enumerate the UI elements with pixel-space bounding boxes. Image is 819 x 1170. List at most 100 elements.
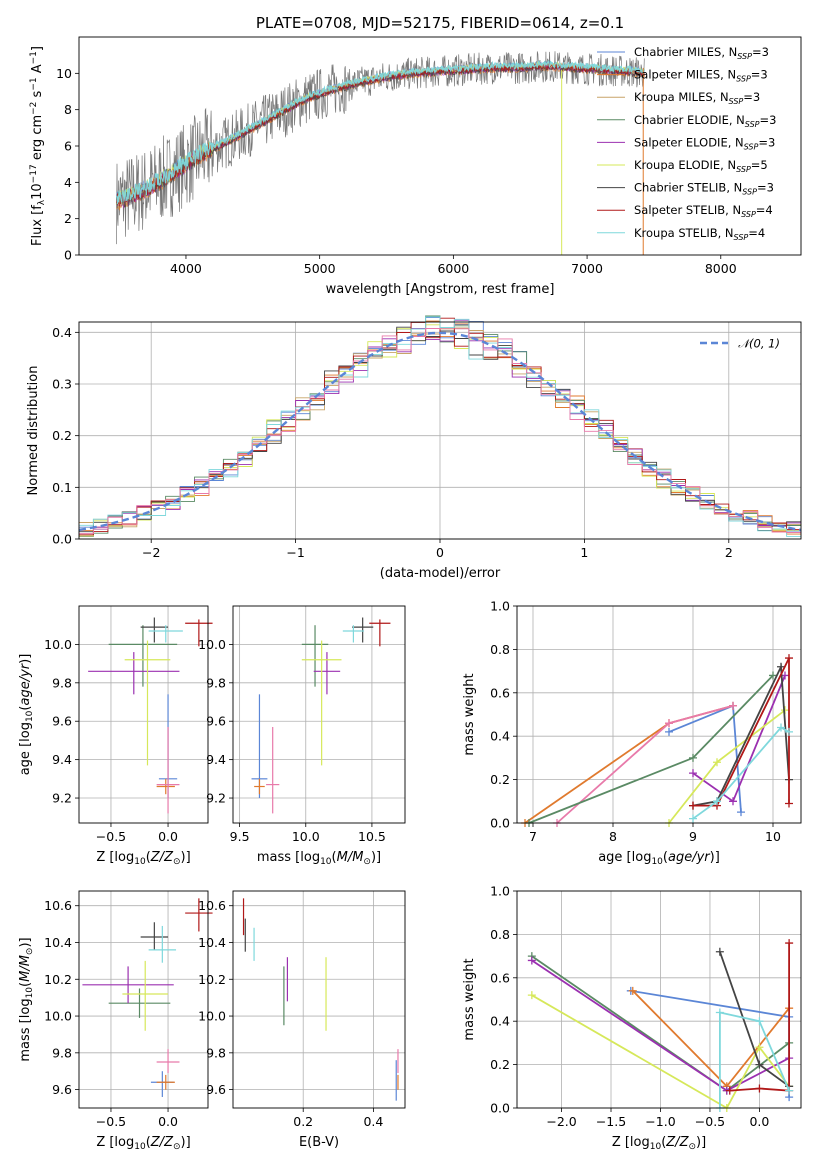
y-tick-label: 8 bbox=[64, 102, 72, 117]
x-tick-label: 10.0 bbox=[292, 829, 320, 844]
y-tick-label: 0.0 bbox=[490, 1101, 510, 1116]
x-tick-label: 10.5 bbox=[358, 829, 386, 844]
x-tick-label: −0.5 bbox=[96, 829, 126, 844]
y-tick-label: 0.2 bbox=[490, 1057, 510, 1072]
x-tick-label: 5000 bbox=[304, 261, 336, 276]
x-tick-label: −2 bbox=[142, 545, 160, 560]
x-tick-label: −1.0 bbox=[645, 1114, 675, 1129]
y-tick-label: 9.8 bbox=[52, 675, 72, 690]
x-tick-label: 7000 bbox=[571, 261, 603, 276]
mass-weight-marker bbox=[665, 719, 673, 728]
mass-weight-marker bbox=[729, 797, 737, 806]
x-tick-label: −0.5 bbox=[695, 1114, 725, 1129]
x-tick-label: −1 bbox=[286, 545, 304, 560]
x-tick-label: 0.0 bbox=[158, 1114, 178, 1129]
y-tick-label: 9.2 bbox=[52, 791, 72, 806]
x-tick-label: 1 bbox=[580, 545, 588, 560]
x-tick-label: 4000 bbox=[170, 261, 202, 276]
x-tick-label: 0.0 bbox=[749, 1114, 769, 1129]
y-tick-label: 10.0 bbox=[198, 1009, 226, 1024]
legend-entry-label: 𝒩(0, 1) bbox=[738, 337, 780, 351]
residual-histogram bbox=[79, 328, 801, 535]
mass-weight-line bbox=[692, 663, 790, 807]
y-tick-label: 10.2 bbox=[198, 972, 226, 987]
y-tick-label: 0.0 bbox=[52, 532, 72, 547]
mass-weight-marker bbox=[527, 956, 536, 965]
mass-weight-marker bbox=[689, 753, 697, 762]
y-tick-label: 0 bbox=[64, 248, 72, 263]
y-tick-label: 9.8 bbox=[206, 1045, 226, 1060]
mass-weight-marker bbox=[785, 1086, 794, 1095]
x-axis-label: (data-model)/error bbox=[380, 566, 501, 581]
y-tick-label: 9.8 bbox=[52, 1045, 72, 1060]
y-axis-label: Flux [fλ10−17 erg cm−2 s−1 A−1] bbox=[29, 46, 47, 246]
y-tick-label: 10.4 bbox=[198, 935, 226, 950]
y-tick-label: 9.8 bbox=[206, 675, 226, 690]
x-tick-label: 0.0 bbox=[158, 829, 178, 844]
y-tick-label: 6 bbox=[64, 139, 72, 154]
axes-frame bbox=[78, 890, 209, 1109]
x-axis-label: Z [log10(Z/Z⊙)] bbox=[612, 1135, 706, 1152]
y-tick-label: 0.6 bbox=[490, 685, 510, 700]
x-tick-label: −2.0 bbox=[546, 1114, 576, 1129]
y-axis-label: mass weight bbox=[462, 673, 477, 755]
y-tick-label: 9.4 bbox=[52, 752, 72, 767]
y-tick-label: 10.0 bbox=[44, 1009, 72, 1024]
mass-weight-marker bbox=[527, 991, 536, 1000]
mass-weight-marker bbox=[689, 801, 697, 810]
mass-weight-marker bbox=[713, 797, 721, 806]
mass-weight-marker bbox=[785, 654, 793, 663]
x-axis-label: age [log10(age/yr)] bbox=[598, 850, 720, 867]
y-tick-label: 0.4 bbox=[52, 325, 72, 340]
mass-weight-marker bbox=[769, 671, 777, 680]
mass-weight-marker bbox=[777, 723, 785, 732]
y-tick-label: 10.0 bbox=[44, 637, 72, 652]
x-tick-label: 10 bbox=[765, 829, 781, 844]
y-tick-label: 1.0 bbox=[490, 599, 510, 614]
gaussian-curve bbox=[78, 331, 802, 532]
x-axis-label: Z [log10(Z/Z⊙)] bbox=[96, 850, 190, 867]
legend-entry-label: Chabrier ELODIE, NSSP=3 bbox=[634, 113, 776, 129]
mass-weight-line bbox=[668, 709, 786, 824]
legend-entry-label: Salpeter STELIB, NSSP=4 bbox=[634, 203, 773, 219]
y-tick-label: 4 bbox=[64, 175, 72, 190]
spectrum-plot-area bbox=[115, 51, 645, 255]
mass-weight-marker bbox=[785, 799, 793, 808]
mass-weight-marker bbox=[755, 1084, 764, 1093]
x-tick-label: 0.2 bbox=[293, 1114, 313, 1129]
x-tick-label: 0.4 bbox=[363, 1114, 383, 1129]
mass-weight-line bbox=[719, 1011, 790, 1108]
x-axis-label: mass [log10(M/M⊙)] bbox=[257, 850, 381, 867]
mass-weight-marker bbox=[755, 1043, 764, 1052]
x-tick-label: 8000 bbox=[705, 261, 737, 276]
y-tick-label: 0.0 bbox=[490, 816, 510, 831]
y-tick-label: 9.6 bbox=[52, 714, 72, 729]
age-vs-z-panel: −0.5 0.0 9.2 9.4 9.6 9.8 10.0 Z [log10(Z/Z⊙)] ag… bbox=[18, 605, 213, 867]
legend-entry-label: Chabrier STELIB, NSSP=3 bbox=[634, 181, 774, 197]
mass-weight-marker bbox=[715, 1008, 724, 1017]
mass-weight-marker bbox=[777, 662, 785, 671]
x-tick-label: 6000 bbox=[437, 261, 469, 276]
mass-weight-marker bbox=[713, 758, 721, 767]
mass-weight-marker bbox=[729, 701, 737, 710]
mass-weight-marker bbox=[715, 947, 724, 956]
legend-entry-label: Kroupa STELIB, NSSP=4 bbox=[634, 226, 765, 242]
residuals-panel: −2 −1 0 1 2 0.0 0.1 0.2 0.3 0.4 (data-model)/error… bbox=[26, 315, 802, 581]
y-tick-label: 0.3 bbox=[52, 377, 72, 392]
mass-weight-marker bbox=[665, 727, 673, 736]
y-tick-label: 9.6 bbox=[206, 714, 226, 729]
x-axis-label: Z [log10(Z/Z⊙)] bbox=[96, 1135, 190, 1152]
age-vs-mass-panel: 9.5 10.0 10.5 9.2 9.4 9.6 9.8 10.0 mass [log10(M… bbox=[198, 605, 406, 867]
mass-weight-marker bbox=[785, 727, 793, 736]
y-tick-label: 1.0 bbox=[490, 884, 510, 899]
axes-frame bbox=[78, 605, 209, 824]
y-tick-label: 0.1 bbox=[52, 480, 72, 495]
mass-weight-line bbox=[692, 726, 790, 820]
y-tick-label: 10 bbox=[56, 66, 72, 81]
mass-weight-line bbox=[729, 943, 790, 1092]
mass-weight-marker bbox=[628, 986, 637, 995]
mass-weight-marker bbox=[689, 814, 697, 823]
mass-weight-marker bbox=[755, 1017, 764, 1026]
mass-weight-vs-z-panel: −2.0 −1.5 −1.0 −0.5 0.0 0.0 0.2 0.4 0.6 0.8 1.0 mas… bbox=[462, 884, 802, 1152]
